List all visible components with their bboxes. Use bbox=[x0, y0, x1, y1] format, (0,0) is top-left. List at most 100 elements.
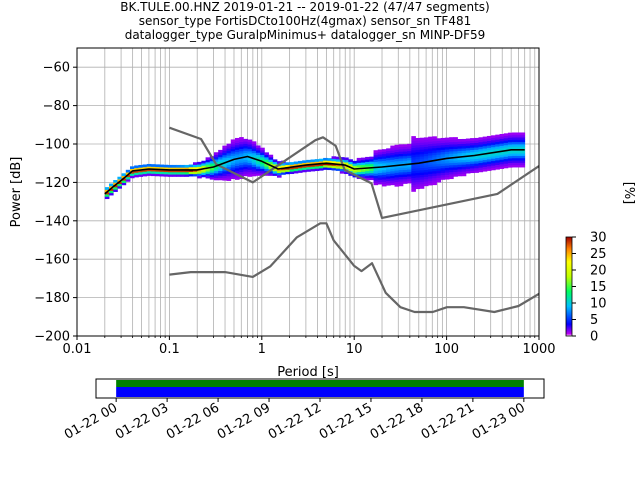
heatmap-cell bbox=[503, 142, 509, 146]
heatmap-cell bbox=[411, 136, 416, 139]
heatmap-cell bbox=[276, 172, 282, 176]
heatmap-cell bbox=[499, 159, 505, 163]
heatmap-cell bbox=[125, 176, 131, 180]
heatmap-cell bbox=[457, 148, 463, 151]
heatmap-cell bbox=[453, 139, 458, 143]
heatmap-cell bbox=[428, 173, 433, 177]
heatmap-cell bbox=[432, 152, 437, 156]
heatmap-cell bbox=[444, 153, 450, 157]
heatmap-cell bbox=[113, 180, 118, 183]
heatmap-cell bbox=[255, 173, 261, 176]
heatmap-cell bbox=[411, 138, 416, 142]
heatmap-cell bbox=[255, 145, 261, 149]
heatmap-cell bbox=[423, 176, 429, 180]
heatmap-cell bbox=[495, 164, 500, 168]
heatmap-cell bbox=[234, 149, 240, 153]
heatmap-cell bbox=[465, 147, 471, 151]
heatmap-cell bbox=[507, 132, 513, 136]
heatmap-cell bbox=[461, 171, 467, 174]
heatmap-cell bbox=[440, 174, 446, 178]
heatmap-cell bbox=[465, 140, 471, 144]
heatmap-cell bbox=[264, 152, 269, 156]
heatmap-cell bbox=[373, 159, 379, 163]
heatmap-cell bbox=[495, 139, 500, 142]
heatmap-cell bbox=[260, 173, 265, 176]
heatmap-cell bbox=[453, 144, 458, 147]
heatmap-cell bbox=[440, 147, 446, 150]
heatmap-cell bbox=[415, 161, 421, 164]
heatmap-cell bbox=[226, 145, 232, 149]
heatmap-cell bbox=[428, 171, 433, 174]
heatmap-cell bbox=[516, 132, 521, 136]
heatmap-cell bbox=[297, 167, 303, 171]
heatmap-cell bbox=[310, 168, 316, 172]
heatmap-cell bbox=[192, 164, 198, 168]
heatmap-cell bbox=[260, 156, 265, 160]
heatmap-cell bbox=[520, 162, 526, 166]
heatmap-cell bbox=[138, 171, 144, 175]
heatmap-cell bbox=[134, 167, 139, 171]
heatmap-cell bbox=[125, 169, 131, 173]
heatmap-cell bbox=[453, 148, 458, 152]
heatmap-cell bbox=[449, 164, 454, 168]
heatmap-cell bbox=[390, 168, 395, 172]
heatmap-cell bbox=[402, 151, 408, 154]
y-tick-label: −140 bbox=[34, 214, 70, 229]
heatmap-cell bbox=[423, 167, 429, 171]
heatmap-cell bbox=[470, 149, 475, 153]
heatmap-cell bbox=[512, 160, 517, 163]
heatmap-cell bbox=[444, 142, 450, 145]
heatmap-cell bbox=[251, 164, 257, 168]
heatmap-cell bbox=[222, 150, 227, 153]
heatmap-cell bbox=[495, 143, 500, 147]
heatmap-cell bbox=[331, 167, 337, 171]
heatmap-cell bbox=[432, 180, 437, 183]
heatmap-cell bbox=[440, 142, 446, 146]
heatmap-cell bbox=[432, 177, 437, 181]
heatmap-cell bbox=[398, 183, 404, 187]
heatmap-cell bbox=[247, 164, 253, 168]
heatmap-cell bbox=[197, 173, 202, 177]
heatmap-cell bbox=[453, 150, 458, 154]
heatmap-cell bbox=[230, 141, 236, 145]
heatmap-cell bbox=[268, 157, 274, 160]
heatmap-cell bbox=[159, 166, 164, 170]
heatmap-cell bbox=[478, 137, 484, 140]
heatmap-cell bbox=[260, 149, 265, 153]
heatmap-cell bbox=[419, 179, 425, 182]
heatmap-cell bbox=[516, 160, 521, 163]
heatmap-cell bbox=[474, 165, 479, 169]
heatmap-cell bbox=[218, 161, 223, 165]
colorbar-tick-label: 5 bbox=[590, 313, 598, 328]
heatmap-cell bbox=[465, 170, 471, 174]
x-axis-ticks: 0.01 0.1 1 10 100 1000 bbox=[63, 336, 556, 357]
heatmap-cell bbox=[444, 162, 450, 166]
heatmap-cell bbox=[293, 170, 299, 174]
heatmap-cell bbox=[260, 166, 265, 169]
heatmap-cell bbox=[146, 166, 152, 169]
heatmap-cell bbox=[499, 161, 505, 165]
heatmap-cell bbox=[239, 146, 244, 149]
heatmap-cell bbox=[520, 144, 526, 147]
heatmap-cell bbox=[117, 183, 123, 187]
heatmap-cell bbox=[205, 173, 211, 177]
heatmap-cell bbox=[373, 164, 379, 167]
heatmap-cell bbox=[428, 161, 433, 165]
heatmap-cell bbox=[465, 168, 471, 172]
heatmap-cell bbox=[394, 177, 400, 180]
heatmap-cell bbox=[394, 167, 400, 171]
heatmap-cell bbox=[222, 157, 227, 160]
heatmap-cell bbox=[457, 152, 463, 156]
heatmap-cell bbox=[449, 174, 454, 177]
heatmap-cell bbox=[234, 167, 240, 171]
heatmap-cell bbox=[339, 157, 345, 160]
heatmap-cell bbox=[276, 174, 282, 178]
heatmap-cell bbox=[516, 146, 521, 150]
heatmap-cell bbox=[495, 157, 500, 161]
heatmap-cell bbox=[192, 162, 198, 165]
heatmap-cell bbox=[474, 149, 479, 153]
heatmap-cell bbox=[155, 166, 160, 170]
heatmap-cell bbox=[180, 169, 185, 173]
heatmap-cell bbox=[381, 149, 387, 152]
